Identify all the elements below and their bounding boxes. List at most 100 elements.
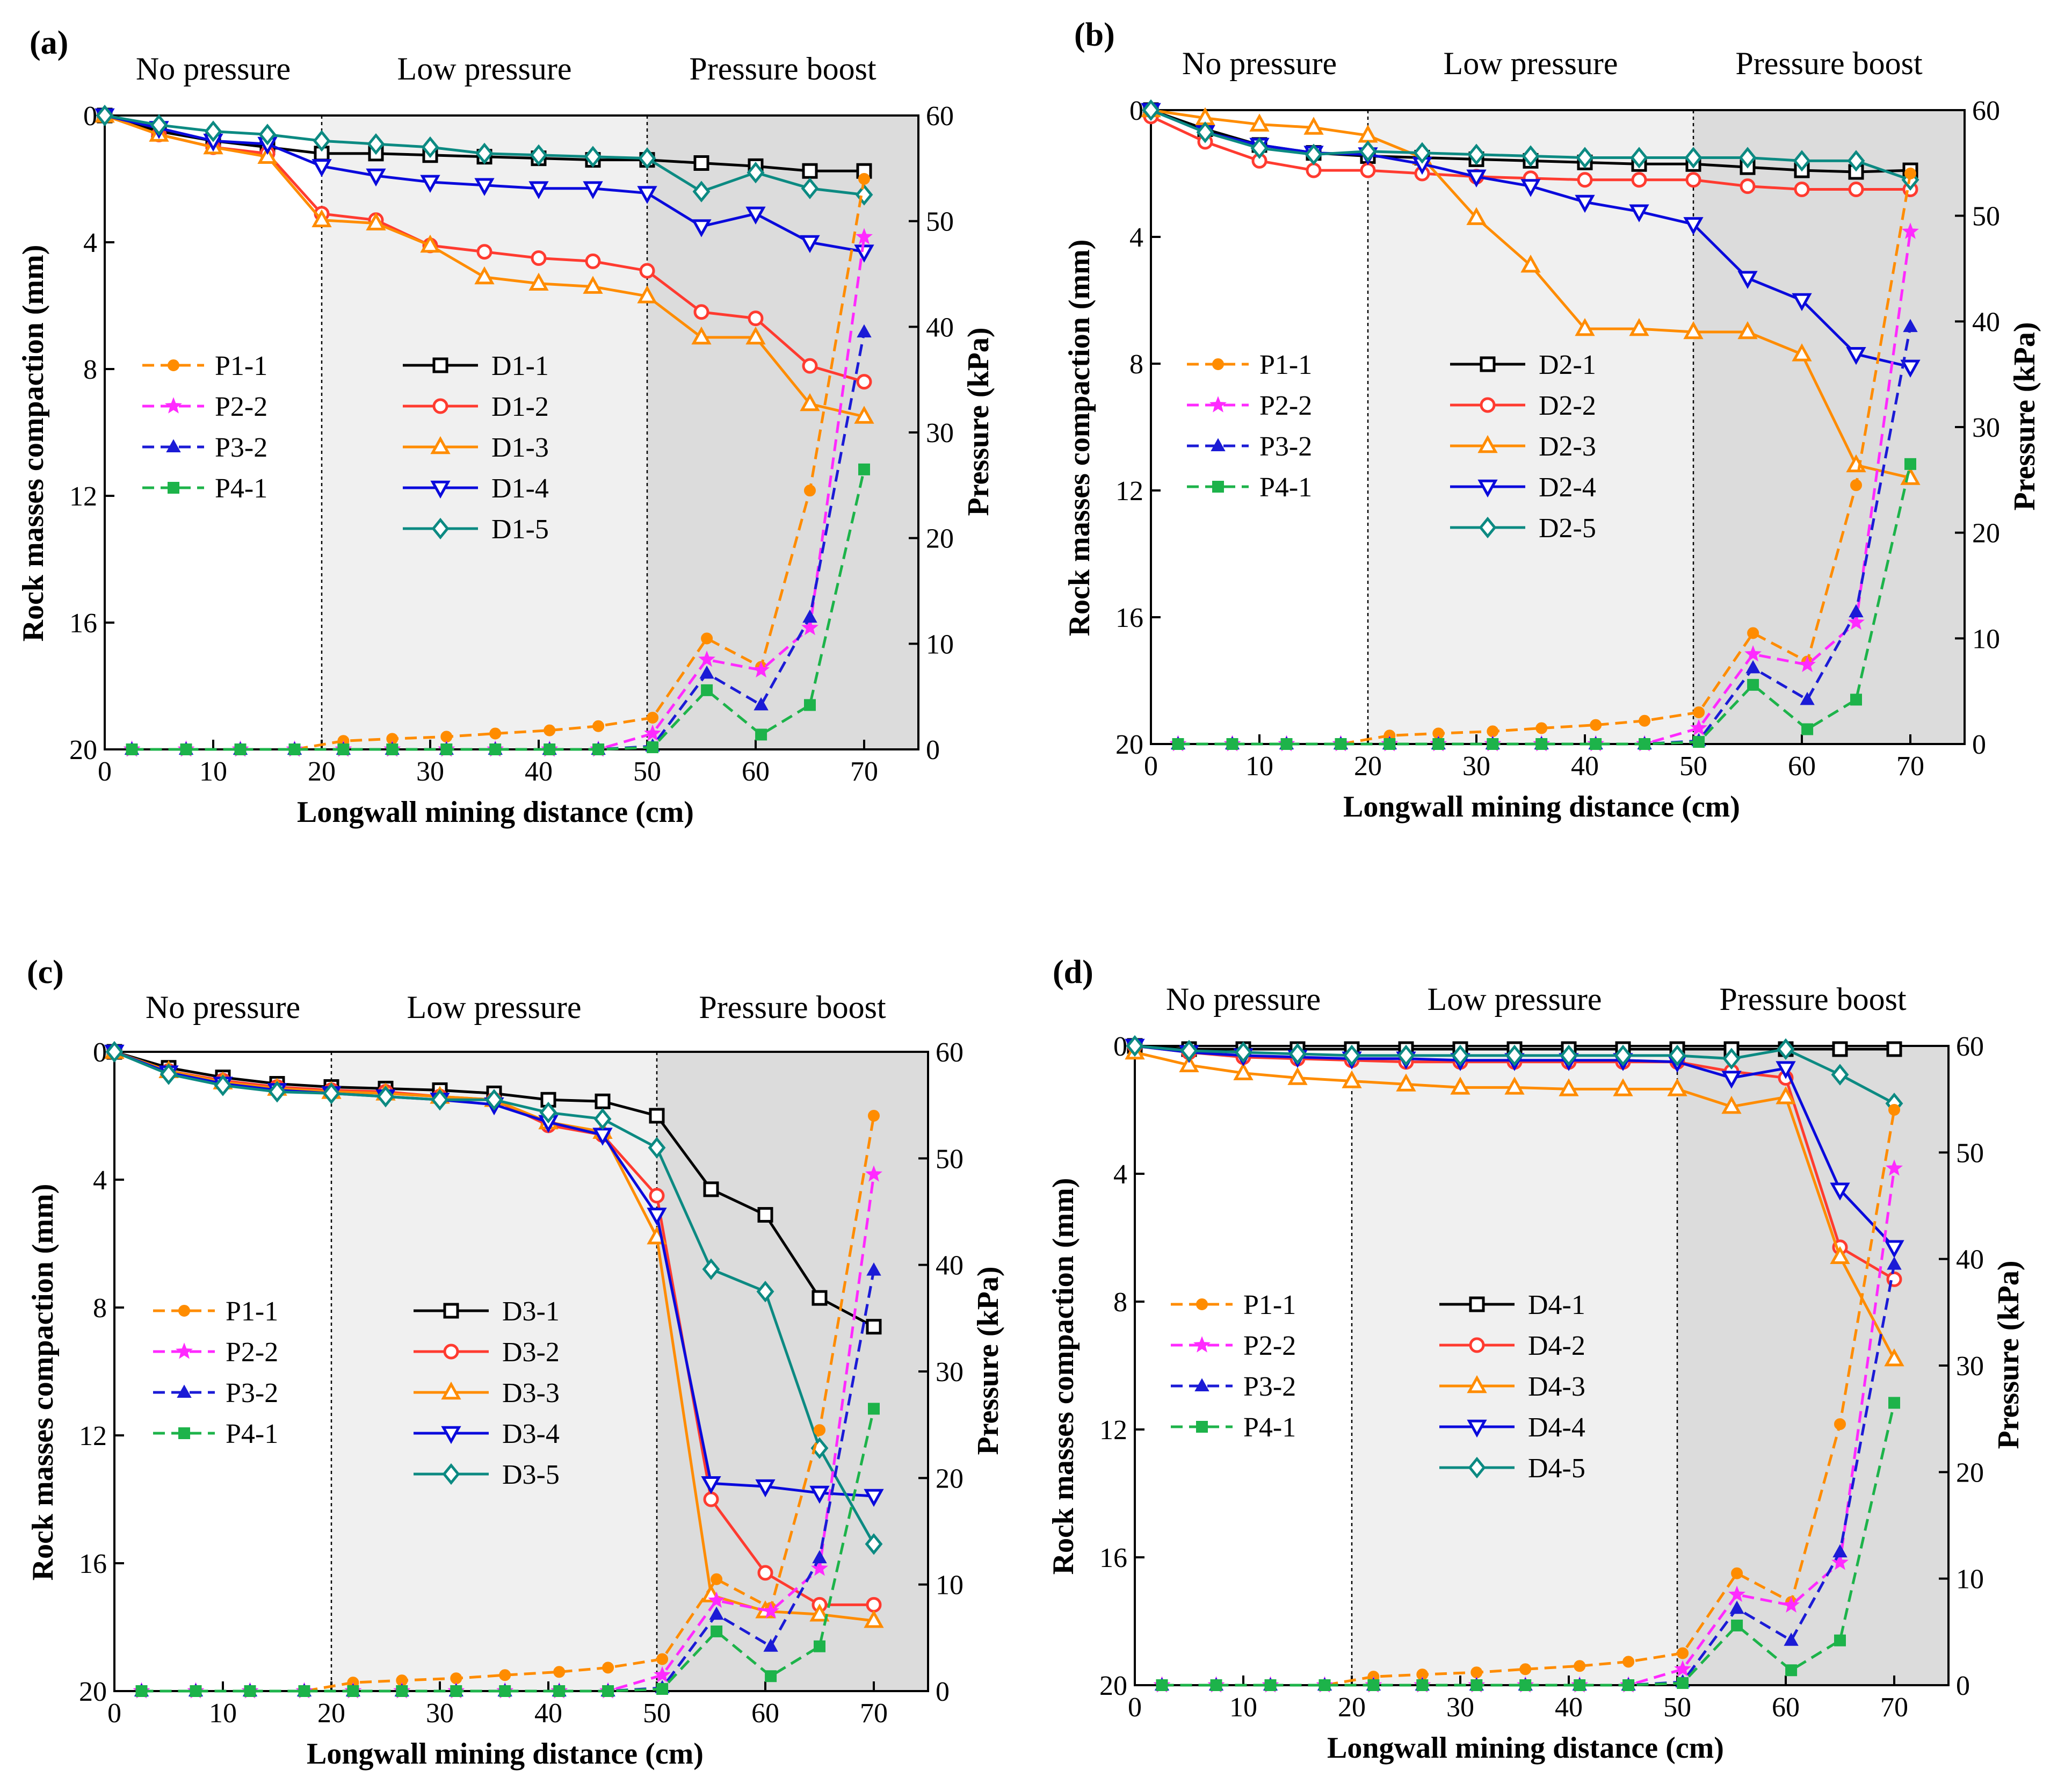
left-tick-label: 12: [1099, 1415, 1127, 1446]
pressure-point-P4-1: [1226, 738, 1238, 750]
x-tick-label: 60: [742, 756, 770, 787]
x-tick-label: 50: [1663, 1692, 1691, 1723]
pressure-point-P4-1: [765, 1670, 777, 1682]
pressure-point-P4-1: [1383, 738, 1396, 750]
legend-marker-D1-4: [430, 480, 451, 499]
legend-marker-P3-2: [1194, 1378, 1209, 1391]
legend-label-P1-1: P1-1: [1243, 1290, 1296, 1320]
right-tick-label: 50: [1972, 201, 2000, 232]
pressure-point-P4-1: [711, 1625, 723, 1637]
pressure-point-P4-1: [1590, 738, 1602, 750]
point-D3-5: [214, 1074, 232, 1096]
right-tick-label: 10: [1956, 1564, 1984, 1595]
point-D2-2: [1848, 182, 1864, 197]
pressure-point-P2-2: [1902, 222, 1919, 239]
point-D1-3: [474, 266, 495, 285]
point-D4-5: [1126, 1035, 1144, 1057]
pressure-point-P4-1: [656, 1683, 669, 1695]
point-D4-4: [1721, 1071, 1742, 1089]
point-D3-5: [268, 1081, 286, 1103]
pressure-point-P4-1: [1519, 1679, 1532, 1691]
point-D1-5: [204, 120, 222, 142]
legend-marker-P4-1: [1196, 1421, 1208, 1433]
legend-label-D4-4: D4-4: [1528, 1412, 1585, 1443]
point-D2-4: [1520, 179, 1541, 197]
pressure-point-P4-1: [1850, 694, 1862, 706]
x-tick-label: 40: [1555, 1692, 1583, 1723]
point-D4-5: [1831, 1064, 1849, 1086]
pressure-line-P4-1: [132, 469, 866, 751]
left-tick-label: 0: [83, 101, 97, 132]
point-D1-4: [583, 181, 603, 199]
left-tick-label: 20: [69, 735, 97, 765]
point-D3-4: [647, 1208, 667, 1226]
legend-marker-P3-2: [166, 439, 181, 452]
pressure-point-P4-1: [337, 743, 350, 755]
point-D4-3: [1776, 1086, 1796, 1104]
legend-marker-P2-2: [1209, 396, 1227, 413]
pressure-point-P1-1: [1834, 1418, 1846, 1431]
zone-title: No pressure: [146, 990, 300, 1025]
x-tick-label: 20: [308, 756, 336, 787]
pressure-point-P4-1: [1367, 1679, 1380, 1691]
y2-axis-label: Pressure (kPa): [972, 1267, 1005, 1455]
point-D1-4: [800, 235, 820, 254]
x-tick-label: 40: [525, 756, 553, 787]
point-D3-4: [755, 1479, 776, 1498]
point-D2-2: [1306, 162, 1322, 178]
right-tick-label: 0: [1972, 730, 1986, 760]
point-D3-5: [485, 1089, 503, 1111]
pressure-point-P1-1: [553, 1666, 566, 1678]
x-tick-label: 70: [850, 756, 878, 787]
legend-label-D3-2: D3-2: [502, 1337, 560, 1368]
x-axis-label: Longwall mining distance (cm): [1327, 1731, 1724, 1765]
point-D4-3: [1179, 1054, 1199, 1072]
pressure-point-P2-2: [1783, 1596, 1800, 1613]
right-tick-label: 40: [936, 1251, 963, 1281]
pressure-point-P4-1: [386, 743, 399, 755]
legend-label-D4-5: D4-5: [1528, 1453, 1585, 1484]
point-D2-5: [1250, 137, 1269, 159]
legend-label-D4-1: D4-1: [1528, 1290, 1585, 1320]
point-D3-2: [757, 1565, 773, 1581]
point-D4-4: [1884, 1240, 1904, 1258]
legend-label-D3-5: D3-5: [502, 1460, 560, 1490]
point-D1-5: [150, 114, 168, 136]
x-tick-label: 30: [426, 1698, 454, 1729]
pressure-point-P1-1: [701, 632, 713, 645]
point-D1-5: [96, 104, 114, 127]
legend-label-D2-2: D2-2: [1539, 391, 1596, 421]
legend-marker-P4-1: [168, 482, 179, 494]
legend-marker-D1-1: [432, 357, 448, 373]
pressure-point-P1-1: [1622, 1656, 1635, 1668]
pressure-point-P3-2: [1729, 1600, 1744, 1614]
point-D2-2: [1631, 172, 1647, 188]
zone-title: Low pressure: [1444, 46, 1618, 81]
legend-label-D2-4: D2-4: [1539, 472, 1596, 503]
right-tick-label: 20: [1972, 518, 2000, 549]
pressure-point-P1-1: [544, 724, 556, 736]
right-tick-label: 50: [926, 207, 954, 237]
legend-label-P3-2: P3-2: [215, 432, 267, 463]
legend-marker-D4-3: [1467, 1375, 1487, 1393]
legend-label-D3-1: D3-1: [502, 1296, 560, 1327]
pressure-point-P4-1: [1432, 738, 1445, 750]
pressure-point-P4-1: [190, 1685, 202, 1697]
pressure-point-P1-1: [1888, 1104, 1900, 1116]
pressure-line-P1-1: [1162, 1109, 1896, 1687]
point-D4-5: [1288, 1043, 1307, 1065]
pressure-point-P1-1: [814, 1424, 825, 1436]
point-D1-2: [693, 304, 709, 320]
point-D3-4: [809, 1485, 830, 1504]
pressure-point-P3-2: [699, 665, 714, 679]
pressure-point-P4-1: [868, 1403, 880, 1415]
point-D3-5: [865, 1533, 883, 1555]
legend-marker-D4-2: [1469, 1337, 1485, 1353]
point-D4-5: [1451, 1044, 1469, 1067]
x-tick-label: 30: [1446, 1692, 1474, 1723]
pressure-point-P1-1: [1850, 479, 1862, 492]
right-tick-label: 0: [926, 735, 940, 765]
legend-marker-D3-1: [443, 1303, 459, 1319]
legend-marker-P3-2: [1211, 438, 1226, 451]
point-D2-4: [1900, 359, 1921, 378]
